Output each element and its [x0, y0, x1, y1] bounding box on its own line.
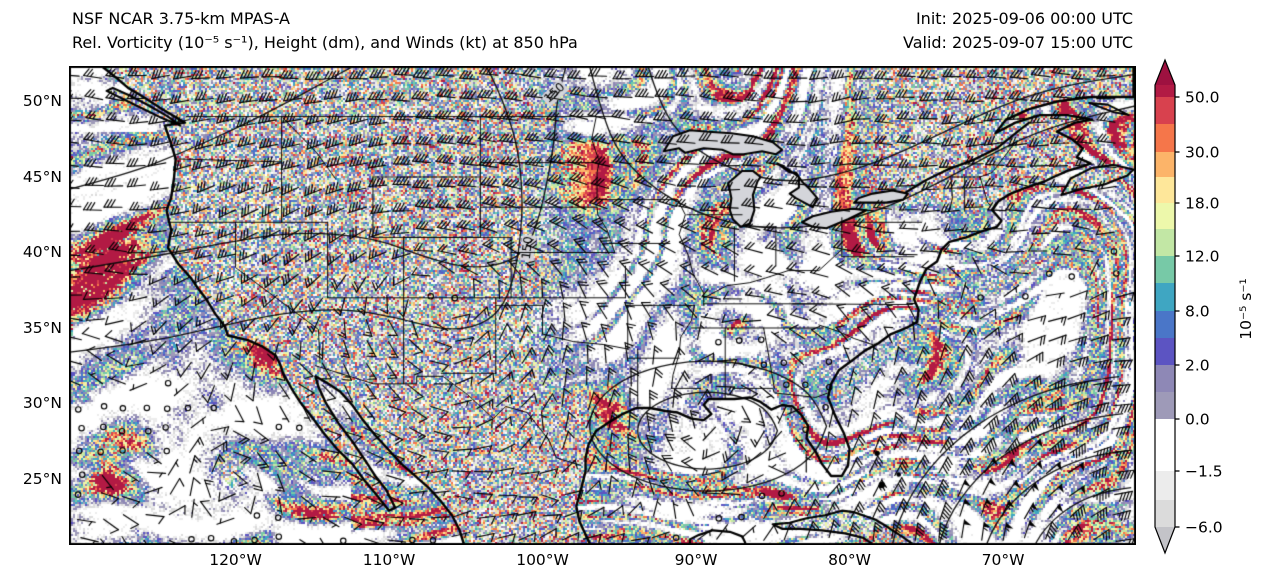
- colorbar-unit-label: 10⁻⁵ s⁻¹: [1237, 278, 1255, 340]
- colorbar-tick-label: −1.5: [1185, 463, 1223, 481]
- y-tick-label: 40°N: [22, 243, 62, 262]
- colorbar-tick-label: 8.0: [1185, 303, 1210, 321]
- colorbar-tick-label: 30.0: [1185, 144, 1220, 162]
- x-tick-label: 90°W: [674, 551, 718, 569]
- init-time: Init: 2025-09-06 00:00 UTC: [915, 9, 1133, 28]
- y-tick-label: 30°N: [22, 394, 62, 413]
- colorbar-segment: [1155, 283, 1175, 311]
- colorbar: 50.0 30.0 18.0 12.0 8.0 2.0 0.0 −1.5 −6.0 10⁻⁵ s⁻…: [1154, 58, 1255, 555]
- map-canvas: [69, 66, 1136, 545]
- colorbar-segment: [1155, 124, 1175, 152]
- colorbar-segment: [1155, 177, 1175, 203]
- colorbar-tick-label: 12.0: [1185, 248, 1220, 266]
- colorbar-tick-label: 2.0: [1185, 357, 1210, 375]
- colorbar-over-arrow: [1155, 60, 1175, 85]
- header-left: NSF NCAR 3.75-km MPAS-A Rel. Vorticity (…: [72, 7, 578, 55]
- colorbar-under-arrow: [1155, 527, 1175, 553]
- colorbar-segment: [1155, 229, 1175, 256]
- figure-title: NSF NCAR 3.75-km MPAS-A: [72, 9, 290, 28]
- colorbar-segment: [1155, 256, 1175, 283]
- colorbar-segment: [1155, 85, 1175, 97]
- colorbar-segment: [1155, 97, 1175, 124]
- valid-time: Valid: 2025-09-07 15:00 UTC: [902, 33, 1133, 52]
- colorbar-outline: [1154, 58, 1176, 555]
- x-tick-label: 70°W: [981, 551, 1025, 569]
- y-tick-label: 50°N: [22, 92, 62, 111]
- colorbar-segment: [1155, 500, 1175, 527]
- colorbar-segment: [1155, 471, 1175, 500]
- x-tick-label: 120°W: [209, 551, 262, 569]
- y-tick-label: 45°N: [22, 167, 62, 186]
- header-right: Init: 2025-09-06 00:00 UTC Valid: 2025-0…: [903, 7, 1133, 55]
- colorbar-segment: [1155, 338, 1175, 365]
- colorbar-segment: [1155, 203, 1175, 229]
- y-tick-label: 35°N: [22, 318, 62, 337]
- figure-subtitle: Rel. Vorticity (10⁻⁵ s⁻¹), Height (dm), …: [72, 33, 578, 52]
- y-tick-label: 25°N: [22, 469, 62, 488]
- colorbar-segment: [1155, 311, 1175, 338]
- colorbar-segment: [1155, 392, 1175, 419]
- colorbar-segment: [1155, 419, 1175, 471]
- colorbar-tick-label: 0.0: [1185, 411, 1210, 429]
- x-tick-label: 110°W: [362, 551, 416, 569]
- colorbar-segment: [1155, 152, 1175, 177]
- colorbar-segment: [1155, 365, 1175, 392]
- colorbar-tick-label: 18.0: [1185, 195, 1220, 213]
- colorbar-tick-label: 50.0: [1185, 89, 1220, 107]
- colorbar-tick-label: −6.0: [1185, 519, 1223, 537]
- x-tick-label: 100°W: [516, 551, 569, 569]
- x-tick-label: 80°W: [828, 551, 871, 569]
